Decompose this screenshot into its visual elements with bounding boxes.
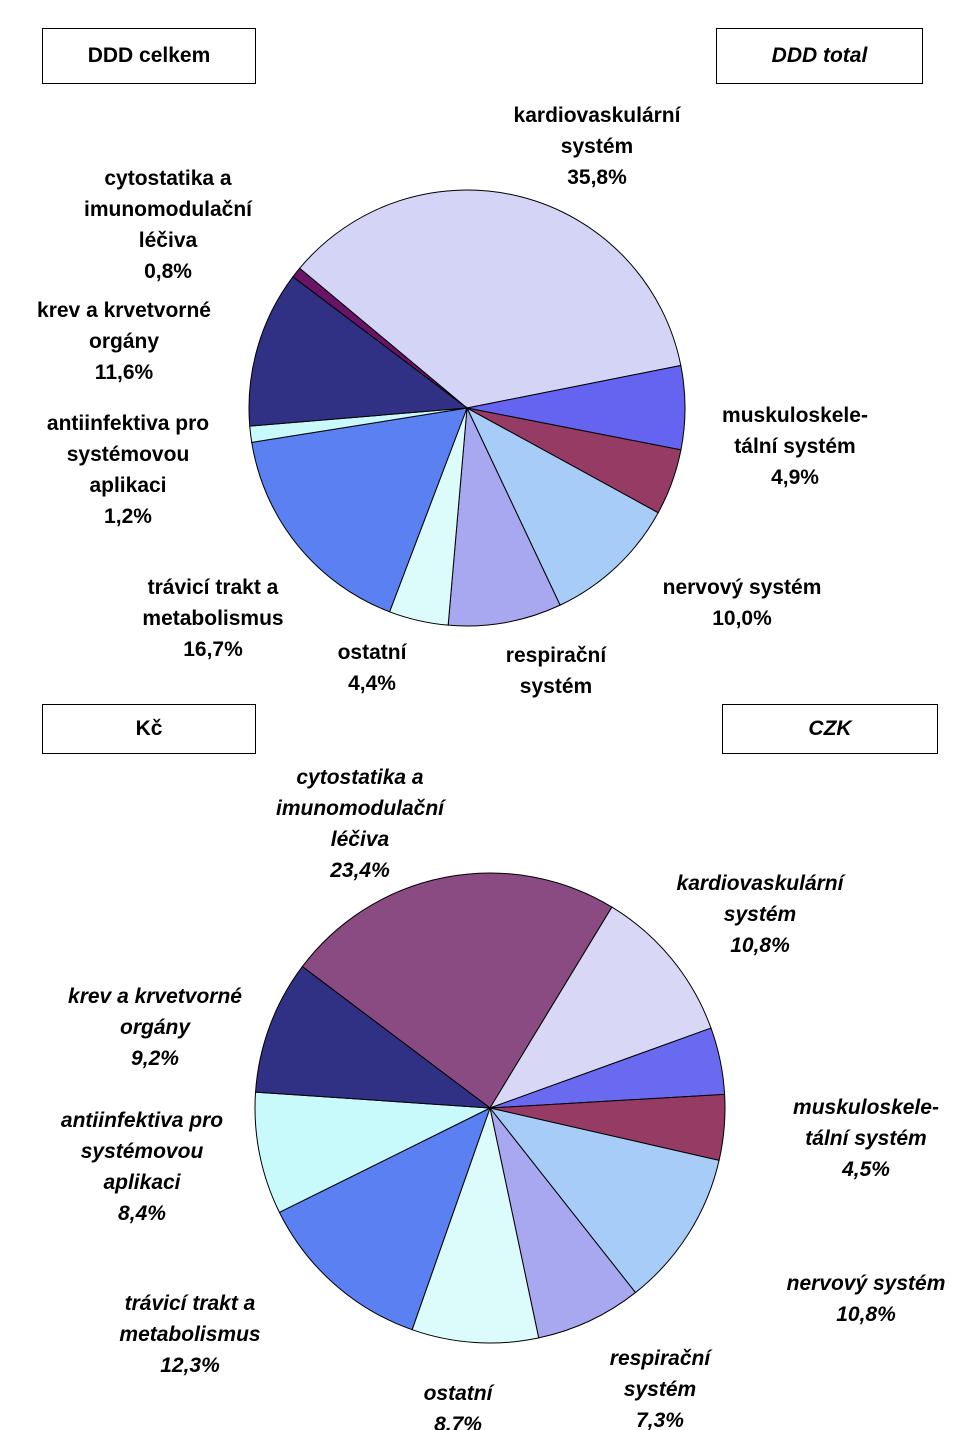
- slice-label: ostatní 4,4%: [338, 637, 407, 699]
- slice-label: trávicí trakt a metabolismus 16,7%: [142, 572, 283, 665]
- category-name: antiinfektiva pro systémovou aplikaci: [46, 412, 210, 497]
- category-name: muskuloskele- tální systém: [793, 1096, 939, 1150]
- category-name: nervový systém: [786, 1272, 946, 1295]
- slice-label: muskuloskele- tální systém 4,9%: [722, 400, 868, 493]
- slice-label: cytostatika a imunomodulační léčiva 23,4%: [276, 762, 444, 886]
- category-name: trávicí trakt a metabolismus: [119, 1292, 261, 1346]
- slice-label: ostatní 8,7%: [424, 1378, 493, 1430]
- value-label: 16,7%: [183, 638, 243, 661]
- slice-label: krev a krvetvorné orgány 9,2%: [68, 981, 242, 1074]
- slice-label: antiinfektiva pro systémovou aplikaci 1,2…: [47, 408, 209, 532]
- value-label: 1,2%: [104, 505, 152, 528]
- value-label: 4,5%: [842, 1158, 890, 1181]
- pie-slice: [488, 1107, 720, 1294]
- title-box: CZK: [722, 704, 938, 754]
- value-label: 11,6%: [94, 361, 154, 384]
- category-name: krev a krvetvorné orgány: [37, 299, 211, 353]
- category-name: cytostatika a imunomodulační léčiva: [276, 766, 444, 851]
- slice-label: respirační systém 7,3%: [610, 1343, 710, 1430]
- category-name: antiinfektiva pro systémovou aplikaci: [60, 1109, 224, 1194]
- pie-slice: [411, 1106, 540, 1344]
- category-name: nervový systém: [662, 576, 822, 599]
- value-label: 7,3%: [636, 1409, 684, 1430]
- category-name: respirační systém: [505, 644, 607, 698]
- value-label: 4,9%: [771, 466, 819, 489]
- category-name: ostatní: [423, 1382, 493, 1405]
- slice-label: nervový systém 10,0%: [663, 572, 822, 634]
- value-label: 10,0%: [712, 607, 772, 630]
- value-label: 35,8%: [567, 166, 627, 189]
- value-label: 0,8%: [144, 260, 192, 283]
- title-box: Kč: [42, 704, 256, 754]
- value-label: 9,2%: [131, 1047, 179, 1070]
- slice-label: kardiovaskulární systém 10,8%: [677, 868, 844, 961]
- value-label: 23,4%: [330, 859, 390, 882]
- pie-slice: [488, 906, 712, 1109]
- pie-slice: [248, 276, 469, 427]
- pie-slice: [465, 406, 659, 606]
- pie-slice: [489, 1107, 637, 1339]
- value-label: 8,4%: [118, 1202, 166, 1225]
- pie-slice: [299, 189, 682, 409]
- slice-label: nervový systém 10,8%: [787, 1268, 946, 1330]
- pie-slice: [278, 1107, 491, 1331]
- slice-label: muskuloskele- tální systém 4,5%: [793, 1092, 939, 1185]
- slice-label: kardiovaskulární systém 35,8%: [514, 100, 681, 193]
- value-label: 8,7%: [434, 1413, 482, 1430]
- pie-slice: [447, 406, 561, 627]
- slice-label: antiinfektiva pro systémovou aplikaci 8,4…: [61, 1105, 223, 1229]
- title-box: DDD total: [716, 28, 923, 84]
- category-name: ostatní: [337, 641, 407, 664]
- pie-slice: [251, 407, 468, 613]
- value-label: 4,4%: [348, 672, 396, 695]
- value-label: 10,8%: [836, 1303, 896, 1326]
- category-name: kardiovaskulární systém: [513, 104, 681, 158]
- category-name: cytostatika a imunomodulační léčiva: [84, 167, 252, 252]
- category-name: trávicí trakt a metabolismus: [142, 576, 284, 630]
- title-box: DDD celkem: [42, 28, 256, 84]
- category-name: muskuloskele- tální systém: [722, 404, 868, 458]
- value-label: 10,8%: [730, 934, 790, 957]
- pie-slice: [255, 965, 492, 1109]
- slice-label: cytostatika a imunomodulační léčiva 0,8%: [84, 163, 252, 287]
- category-name: kardiovaskulární systém: [676, 872, 844, 926]
- slice-label: respirační systém: [506, 640, 606, 702]
- category-name: respirační systém: [609, 1347, 711, 1401]
- slice-label: trávicí trakt a metabolismus 12,3%: [119, 1288, 260, 1381]
- pie-slice: [254, 1091, 492, 1214]
- slice-label: krev a krvetvorné orgány 11,6%: [37, 295, 211, 388]
- pie-slice: [301, 872, 613, 1109]
- value-label: 12,3%: [160, 1354, 220, 1377]
- category-name: krev a krvetvorné orgány: [68, 985, 242, 1039]
